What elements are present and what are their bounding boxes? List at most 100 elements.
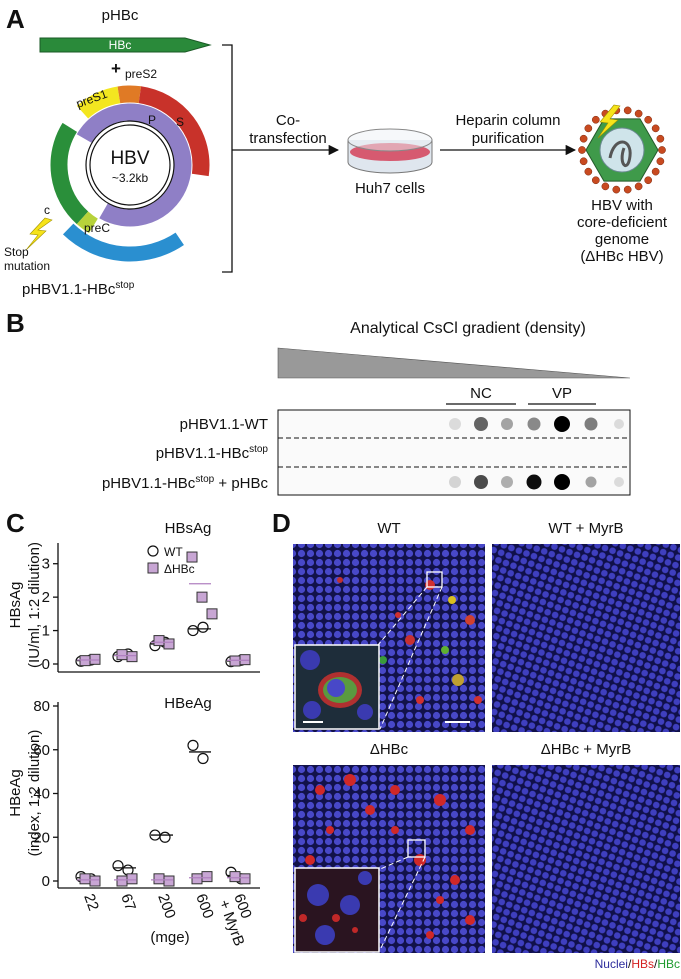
point [187, 739, 199, 751]
bracket [222, 44, 338, 273]
label: HBV [110, 148, 149, 169]
point [153, 873, 165, 885]
stain [305, 577, 482, 939]
legend-marker [147, 562, 159, 574]
point [196, 591, 208, 603]
chart-title: HBsAg [165, 520, 212, 537]
plasmid-name: pHBV1.1-HBcstop [22, 280, 135, 298]
label: HBV with [591, 197, 653, 214]
spike [623, 185, 632, 194]
label: mutation [4, 259, 50, 273]
point [79, 655, 91, 667]
lightning [597, 104, 621, 139]
label: NC [470, 385, 492, 402]
y-tick-label: 0 [42, 656, 50, 673]
gene-arc [76, 103, 192, 227]
gene-arc [76, 86, 121, 119]
panel-letter: B [6, 308, 25, 338]
spike [584, 167, 593, 176]
point [197, 621, 209, 633]
y-tick-label: 2 [42, 589, 50, 606]
y-axis-label: (index, 1:2 dilution) [26, 730, 43, 857]
legend-part: / [628, 957, 632, 971]
point [206, 608, 218, 620]
point [201, 871, 213, 883]
label: transfection [249, 130, 327, 147]
gene-arc [50, 122, 89, 225]
micrograph [492, 544, 680, 732]
spike [651, 124, 660, 133]
legend-marker [147, 545, 159, 557]
label: pHBc [102, 7, 139, 24]
spike [584, 124, 593, 133]
point [126, 873, 138, 885]
image-title: WT [377, 520, 400, 537]
label: stop [195, 474, 214, 485]
label: preS2 [125, 67, 157, 81]
chart-title: HBeAg [164, 695, 212, 712]
legend-part: Nuclei [595, 957, 628, 971]
point [239, 654, 251, 666]
spike [656, 157, 665, 166]
ring [85, 120, 175, 210]
y-tick-label: 0 [42, 873, 50, 890]
point [187, 624, 199, 637]
point [79, 873, 91, 885]
spike [656, 134, 665, 143]
label: pHBV1.1-HBc [102, 475, 196, 492]
point [163, 638, 175, 650]
label: pHBV1.1-WT [180, 416, 268, 433]
image-title: ΔHBc + MyrB [541, 741, 631, 758]
spike [623, 106, 632, 115]
spike [634, 182, 643, 191]
y-tick-label: 80 [33, 698, 50, 715]
label: preC [84, 221, 110, 235]
label: VP [552, 385, 572, 402]
label: + pHBc [214, 475, 268, 492]
label: Heparin column [455, 112, 560, 129]
label: pHBV1.1-HBc [22, 281, 116, 298]
legend-label: WT [164, 545, 183, 559]
panel-b: B Analytical CsCl gradient (density) NC … [6, 308, 631, 496]
y-tick-label: 60 [33, 742, 50, 759]
panel-d: D WT WT + MyrB ΔHBc ΔHBc + MyrB Nuclei/H… [272, 508, 680, 971]
micrograph [492, 765, 680, 953]
genome [608, 140, 632, 168]
gradient-wedge [277, 347, 631, 379]
ring [89, 124, 171, 206]
label: stop [115, 280, 134, 291]
spike [658, 146, 666, 154]
y-axis-label: HBsAg [7, 582, 24, 629]
label: (ΔHBc HBV) [580, 248, 663, 265]
y-tick-label: 20 [33, 829, 50, 846]
spike [591, 115, 600, 124]
label: Huh7 cells [355, 180, 425, 197]
row-label: pHBV1.1-HBcstop + pHBc [102, 474, 269, 492]
point [116, 875, 128, 887]
legend-part: HBs [631, 957, 654, 971]
panel-letter: D [272, 508, 291, 538]
spike [591, 176, 600, 185]
point [229, 655, 241, 667]
x-axis-label: (mge) [150, 929, 189, 946]
label: c [44, 203, 50, 217]
x-tick-label: 22 [80, 892, 102, 913]
legend-label: ΔHBc [164, 562, 195, 576]
spike [601, 182, 610, 191]
point [116, 649, 128, 661]
point [229, 871, 241, 883]
inset [294, 571, 470, 953]
label: stop [249, 444, 268, 455]
legend-part: HBc [657, 957, 680, 971]
spike [644, 115, 653, 124]
label: Stop [4, 245, 29, 259]
row-label: pHBV1.1-WT [180, 416, 268, 433]
label: + [111, 59, 121, 78]
virus-icon [578, 104, 666, 194]
point [159, 831, 171, 843]
stain-legend: Nuclei/HBs/HBc [595, 957, 680, 971]
point [89, 875, 101, 887]
spike [634, 109, 643, 118]
label: x [112, 261, 118, 275]
